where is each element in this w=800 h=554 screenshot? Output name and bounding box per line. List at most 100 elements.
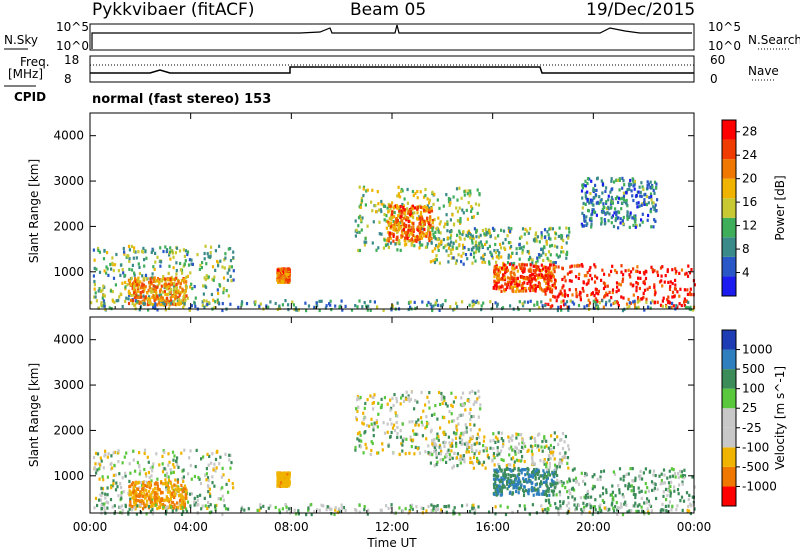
echo-cell (600, 278, 603, 282)
echo-cell (399, 429, 402, 433)
echo-cell (475, 400, 478, 404)
echo-cell (450, 233, 453, 237)
echo-cell (570, 270, 573, 274)
echo-cell (183, 484, 187, 488)
echo-cell (585, 274, 588, 278)
echo-cell (522, 488, 525, 492)
echo-cell (532, 470, 535, 474)
echo-cell (191, 286, 194, 291)
echo-cell (373, 393, 376, 397)
echo-cell (626, 306, 629, 310)
echo-cell (521, 454, 524, 459)
echo-cell (529, 286, 532, 290)
echo-cell (593, 189, 596, 193)
echo-cell (589, 273, 592, 277)
echo-cell (552, 294, 555, 298)
echo-cell (481, 463, 484, 467)
echo-cell (188, 456, 191, 460)
echo-cell (543, 288, 546, 292)
echo-cell (438, 308, 441, 312)
echo-cell (157, 495, 160, 499)
echo-cell (582, 280, 585, 284)
echo-cell (229, 302, 232, 306)
echo-cell (543, 279, 546, 283)
echo-cell (550, 275, 553, 280)
echo-cell (642, 187, 645, 191)
echo-cell (411, 204, 414, 208)
echo-cell (661, 299, 664, 303)
echo-cell (484, 227, 487, 231)
echo-cell (618, 210, 621, 215)
echo-cell (362, 417, 365, 421)
echo-cell (363, 240, 366, 244)
echo-cell (448, 409, 451, 414)
echo-cell (555, 506, 558, 510)
echo-cell (687, 300, 690, 304)
echo-cell (145, 494, 148, 498)
echo-cell (93, 287, 96, 291)
echo-cell (611, 290, 614, 295)
echo-cell (476, 397, 479, 401)
echo-cell (610, 303, 613, 307)
echo-cell (684, 272, 687, 276)
echo-cell (429, 302, 432, 306)
echo-cell (282, 482, 285, 486)
echo-cell (644, 192, 647, 196)
echo-cell (465, 430, 468, 434)
echo-cell (495, 264, 498, 268)
echo-cell (441, 415, 444, 419)
echo-cell (190, 282, 193, 286)
echo-cell (198, 267, 201, 271)
echo-cell (587, 281, 590, 285)
echo-cell (466, 230, 469, 234)
echo-cell (523, 281, 526, 285)
echo-cell (463, 189, 466, 194)
echo-cell (445, 453, 448, 457)
echo-cell (531, 462, 534, 466)
echo-cell (152, 304, 155, 308)
echo-cell (633, 299, 636, 303)
echo-cell (550, 482, 554, 486)
echo-cell (596, 299, 599, 303)
echo-cell (125, 296, 128, 300)
echo-cell (145, 488, 148, 492)
echo-cell (169, 494, 173, 499)
echo-cell (447, 448, 450, 452)
echo-cell (374, 204, 377, 208)
echo-cell (475, 230, 478, 234)
echo-cell (634, 220, 637, 224)
echo-cell (645, 203, 648, 207)
echo-cell (450, 412, 453, 416)
echo-cell (395, 400, 398, 404)
echo-cell (546, 230, 549, 234)
echo-cell (674, 472, 677, 476)
echo-cell (162, 290, 165, 294)
echo-cell (193, 285, 196, 289)
echo-cell (470, 446, 473, 450)
echo-cell (218, 283, 221, 287)
echo-cell (459, 237, 462, 241)
echo-cell (150, 287, 153, 291)
echo-cell (190, 304, 193, 308)
echo-cell (614, 216, 617, 221)
echo-cell (643, 308, 646, 312)
echo-cell (102, 466, 105, 470)
echo-cell (276, 274, 279, 278)
echo-cell (424, 194, 427, 198)
echo-cell (393, 220, 397, 224)
echo-cell (557, 294, 560, 298)
echo-cell (425, 206, 428, 210)
echo-cell (155, 285, 158, 289)
echo-cell (486, 231, 489, 235)
echo-cell (679, 474, 682, 478)
echo-cell (674, 267, 677, 271)
echo-cell (495, 267, 498, 271)
echo-cell (652, 205, 655, 209)
echo-cell (404, 452, 407, 456)
echo-cell (167, 287, 170, 291)
echo-cell (617, 288, 620, 292)
echo-cell (209, 254, 212, 258)
echo-cell (383, 204, 386, 208)
echo-cell (647, 201, 650, 205)
echo-cell (650, 509, 653, 513)
